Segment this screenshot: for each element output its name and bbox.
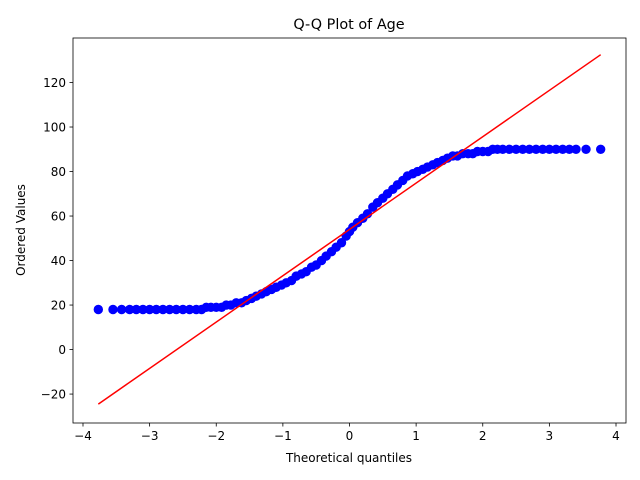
data-point [581,144,591,154]
x-axis: −4 −3 −2 −1 0 1 2 3 4 [74,423,620,443]
data-points-series [93,144,606,315]
x-tick-label: −1 [274,429,292,443]
y-tick-label: 80 [51,165,66,179]
y-axis-label: Ordered Values [14,184,28,276]
y-tick-label: 60 [51,209,66,223]
y-tick-label: 120 [43,76,66,90]
data-point [595,144,606,154]
x-tick-label: 0 [346,429,354,443]
data-point [116,304,127,315]
y-tick-label: −20 [41,387,66,401]
y-axis: −20 0 20 40 60 80 100 120 [41,76,73,401]
plot-area [93,54,606,405]
x-tick-label: −4 [74,429,92,443]
data-point [571,144,581,154]
x-tick-label: −2 [207,429,225,443]
x-axis-label: Theoretical quantiles [285,451,412,465]
y-tick-label: 0 [58,343,66,357]
x-tick-label: 3 [546,429,554,443]
x-tick-label: −3 [141,429,159,443]
y-tick-label: 20 [51,298,66,312]
data-point [336,238,347,248]
fit-line [97,54,602,405]
y-tick-label: 40 [51,254,66,268]
chart-title: Q-Q Plot of Age [293,17,404,33]
x-tick-label: 1 [412,429,420,443]
data-point [108,304,118,315]
x-tick-label: 2 [479,429,487,443]
x-tick-label: 4 [612,429,620,443]
data-point [93,304,104,315]
y-tick-label: 100 [43,120,66,134]
